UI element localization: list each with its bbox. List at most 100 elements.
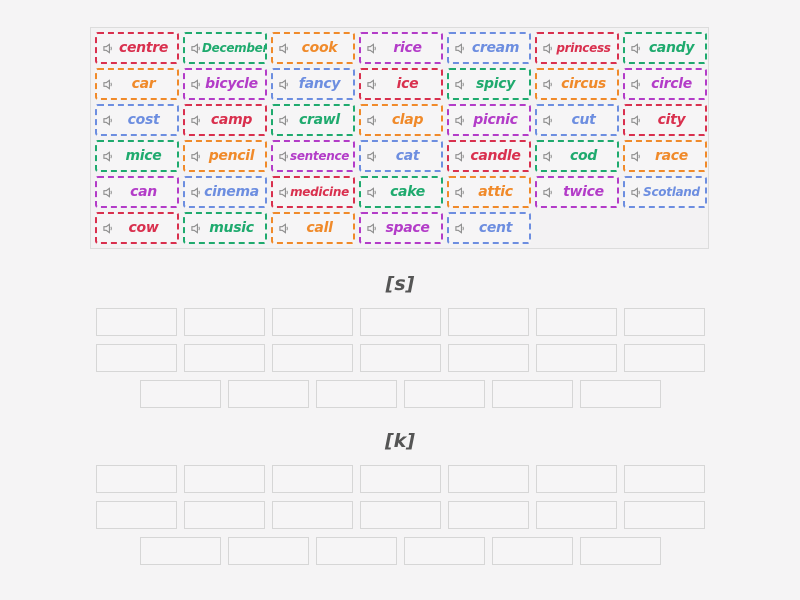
word-tile[interactable]: cod [535,140,619,172]
word-tile[interactable]: pencil [183,140,267,172]
speaker-icon[interactable] [102,78,114,90]
drop-slot[interactable] [536,344,617,372]
speaker-icon[interactable] [454,150,466,162]
drop-slot[interactable] [184,465,265,493]
drop-slot[interactable] [228,537,309,565]
speaker-icon[interactable] [366,114,378,126]
drop-slot[interactable] [404,380,485,408]
drop-slot[interactable] [492,380,573,408]
word-tile[interactable]: music [183,212,267,244]
speaker-icon[interactable] [454,222,466,234]
word-tile[interactable]: Scotland [623,176,707,208]
drop-slot[interactable] [404,537,485,565]
word-tile[interactable]: princess [535,32,619,64]
word-tile[interactable]: cinema [183,176,267,208]
word-tile[interactable]: spicy [447,68,531,100]
word-tile[interactable]: can [95,176,179,208]
speaker-icon[interactable] [366,78,378,90]
word-tile[interactable]: December [183,32,267,64]
drop-slot[interactable] [580,537,661,565]
word-tile[interactable]: circus [535,68,619,100]
speaker-icon[interactable] [366,42,378,54]
word-tile[interactable]: attic [447,176,531,208]
speaker-icon[interactable] [542,78,554,90]
speaker-icon[interactable] [278,114,290,126]
drop-slot[interactable] [624,501,705,529]
speaker-icon[interactable] [542,114,554,126]
speaker-icon[interactable] [102,150,114,162]
speaker-icon[interactable] [190,186,202,198]
speaker-icon[interactable] [542,186,554,198]
drop-slot[interactable] [580,380,661,408]
word-tile[interactable]: twice [535,176,619,208]
speaker-icon[interactable] [278,78,290,90]
word-tile[interactable]: bicycle [183,68,267,100]
drop-slot[interactable] [624,465,705,493]
drop-slot[interactable] [360,308,441,336]
word-tile[interactable]: cook [271,32,355,64]
drop-slot[interactable] [96,465,177,493]
word-tile[interactable]: cake [359,176,443,208]
speaker-icon[interactable] [630,78,642,90]
word-tile[interactable]: candy [623,32,707,64]
speaker-icon[interactable] [454,42,466,54]
speaker-icon[interactable] [630,114,642,126]
word-tile[interactable]: cream [447,32,531,64]
speaker-icon[interactable] [542,42,554,54]
speaker-icon[interactable] [102,222,114,234]
drop-slot[interactable] [272,465,353,493]
drop-slot[interactable] [272,344,353,372]
drop-slot[interactable] [536,501,617,529]
speaker-icon[interactable] [190,114,202,126]
speaker-icon[interactable] [102,42,114,54]
drop-slot[interactable] [184,308,265,336]
drop-slot[interactable] [624,308,705,336]
word-tile[interactable]: call [271,212,355,244]
speaker-icon[interactable] [630,150,642,162]
word-tile[interactable]: circle [623,68,707,100]
word-tile[interactable]: ice [359,68,443,100]
word-tile[interactable]: rice [359,32,443,64]
word-tile[interactable]: centre [95,32,179,64]
drop-slot[interactable] [624,344,705,372]
drop-slot[interactable] [360,501,441,529]
speaker-icon[interactable] [278,186,290,198]
word-tile[interactable]: space [359,212,443,244]
drop-slot[interactable] [316,380,397,408]
speaker-icon[interactable] [542,150,554,162]
word-tile[interactable]: cost [95,104,179,136]
word-tile[interactable]: cent [447,212,531,244]
speaker-icon[interactable] [278,150,290,162]
drop-slot[interactable] [96,344,177,372]
drop-slot[interactable] [360,344,441,372]
speaker-icon[interactable] [630,42,642,54]
drop-slot[interactable] [448,308,529,336]
drop-slot[interactable] [448,465,529,493]
drop-slot[interactable] [448,501,529,529]
speaker-icon[interactable] [102,186,114,198]
drop-slot[interactable] [228,380,309,408]
speaker-icon[interactable] [278,222,290,234]
word-tile[interactable]: race [623,140,707,172]
word-tile[interactable]: cut [535,104,619,136]
drop-slot[interactable] [536,308,617,336]
drop-slot[interactable] [96,501,177,529]
drop-slot[interactable] [96,308,177,336]
speaker-icon[interactable] [454,186,466,198]
speaker-icon[interactable] [190,222,202,234]
word-tile[interactable]: medicine [271,176,355,208]
speaker-icon[interactable] [190,150,202,162]
word-tile[interactable]: cow [95,212,179,244]
speaker-icon[interactable] [454,114,466,126]
word-tile[interactable]: city [623,104,707,136]
word-tile[interactable]: camp [183,104,267,136]
speaker-icon[interactable] [278,42,290,54]
drop-slot[interactable] [448,344,529,372]
word-tile[interactable]: picnic [447,104,531,136]
drop-slot[interactable] [360,465,441,493]
drop-slot[interactable] [272,501,353,529]
speaker-icon[interactable] [102,114,114,126]
speaker-icon[interactable] [190,78,202,90]
word-tile[interactable]: candle [447,140,531,172]
word-tile[interactable]: clap [359,104,443,136]
